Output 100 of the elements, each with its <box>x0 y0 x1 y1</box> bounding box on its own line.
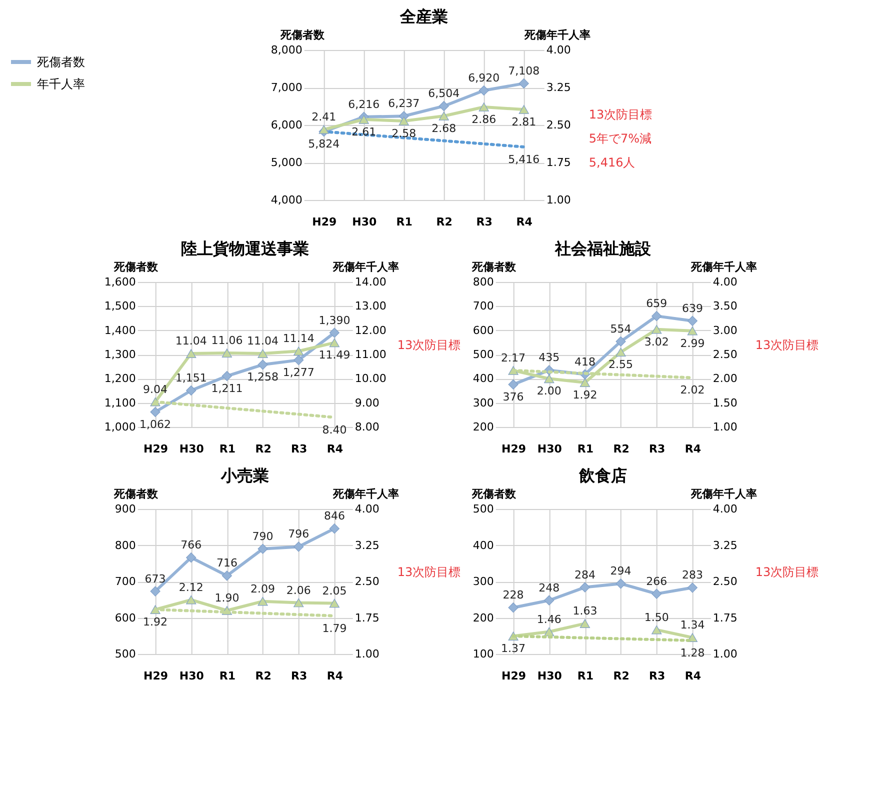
y2-axis-title: 死傷年千人率 <box>332 260 399 274</box>
point <box>508 602 518 613</box>
y-tick-label: 200 <box>472 420 494 434</box>
x-tick-label: H30 <box>179 442 204 456</box>
point <box>329 524 340 534</box>
y-axis-title: 死傷者数 <box>112 488 159 500</box>
chart-title: 全産業 <box>398 7 448 26</box>
y2-tick-label: 11.00 <box>354 348 386 361</box>
data-label: 6,504 <box>428 87 460 100</box>
point <box>580 378 590 387</box>
x-tick-label: H30 <box>179 670 204 682</box>
y-tick-label: 1,600 <box>104 276 136 288</box>
data-label: 2.12 <box>178 580 204 594</box>
y-tick-label: 700 <box>472 300 494 313</box>
y2-axis-title: 死傷年千人率 <box>690 260 757 274</box>
legend-label: 年千人率 <box>37 77 85 91</box>
point <box>478 85 489 96</box>
point <box>616 348 626 356</box>
data-label: 1.50 <box>644 610 669 624</box>
y2-tick-label: 2.50 <box>712 348 738 361</box>
data-label: 639 <box>682 302 703 315</box>
x-tick-label: H30 <box>537 670 562 682</box>
y2-tick-label: 9.00 <box>354 396 380 410</box>
point <box>186 552 196 563</box>
data-label: 790 <box>252 530 274 543</box>
x-tick-label: H30 <box>352 216 377 228</box>
y-tick-label: 700 <box>114 575 136 588</box>
y-tick-label: 1,300 <box>104 348 136 361</box>
point <box>186 349 196 358</box>
data-label: 796 <box>288 528 310 541</box>
x-tick-label: R3 <box>291 670 308 682</box>
x-tick-label: H30 <box>537 442 562 456</box>
point <box>687 316 698 326</box>
data-label: 9.04 <box>143 382 168 396</box>
data-label: 2.55 <box>608 358 634 372</box>
data-label: 716 <box>216 556 238 570</box>
data-label: 1.37 <box>501 642 526 656</box>
y-tick-label: 300 <box>472 575 494 588</box>
point <box>616 578 626 589</box>
point <box>544 374 554 384</box>
y-tick-label: 7,000 <box>270 81 302 94</box>
data-label: 2.86 <box>472 113 496 126</box>
data-label: 554 <box>610 322 632 336</box>
point <box>258 596 268 606</box>
x-tick-label: R3 <box>649 442 666 456</box>
data-label: 2.81 <box>512 116 536 128</box>
x-tick-label: R2 <box>255 442 272 456</box>
data-label: 673 <box>144 572 166 586</box>
chart-title: 陸上貨物運送事業 <box>180 239 309 258</box>
data-label: 2.99 <box>680 336 705 350</box>
data-label: 8.40 <box>322 423 347 436</box>
point <box>329 338 340 348</box>
text: 5,416人 <box>588 156 636 170</box>
point <box>518 105 529 114</box>
y-tick-label: 800 <box>114 538 136 552</box>
y2-tick-label: 12.00 <box>354 324 386 337</box>
data-label: 1.46 <box>536 612 562 626</box>
point <box>294 346 304 356</box>
data-label: 6,237 <box>388 97 420 110</box>
x-tick-label: R1 <box>577 670 594 682</box>
data-label: 6,920 <box>468 72 500 84</box>
point <box>580 619 590 628</box>
y2-tick-label: 14.00 <box>354 276 386 288</box>
y-tick-label: 600 <box>114 611 136 624</box>
data-label: 284 <box>574 568 596 582</box>
point <box>186 385 196 396</box>
y2-tick-label: 3.50 <box>712 300 738 313</box>
y2-tick-label: 1.00 <box>712 648 738 660</box>
data-label: 2.09 <box>250 582 276 596</box>
point <box>478 102 489 112</box>
data-label: 659 <box>646 297 668 310</box>
data-label: 1.63 <box>572 604 598 618</box>
y2-tick-label: 1.75 <box>546 156 571 169</box>
y-tick-label: 1,000 <box>104 420 136 434</box>
point <box>652 324 662 334</box>
y-tick-label: 100 <box>472 648 494 660</box>
x-tick-label: H29 <box>312 216 337 228</box>
text: 13次防目標 <box>588 108 652 122</box>
y2-tick-label: 13.00 <box>354 300 386 313</box>
y2-tick-label: 8.00 <box>354 420 380 434</box>
point <box>258 360 268 370</box>
y-tick-label: 500 <box>472 348 494 361</box>
data-label: 283 <box>682 568 703 582</box>
y-axis-title: 死傷者数 <box>470 488 517 500</box>
data-label: 376 <box>502 390 524 404</box>
y2-tick-label: 1.75 <box>712 611 738 624</box>
y-axis-title: 死傷者数 <box>112 260 159 274</box>
y2-tick-label: 2.50 <box>712 575 738 588</box>
point <box>358 115 369 124</box>
y-axis-title: 死傷者数 <box>279 28 326 42</box>
point <box>294 542 304 552</box>
data-label: 2.00 <box>536 384 562 398</box>
x-tick-label: R4 <box>326 670 344 682</box>
x-tick-label: R1 <box>396 216 412 228</box>
point <box>294 598 304 608</box>
data-label: 1.34 <box>680 618 705 632</box>
point <box>687 582 698 593</box>
point <box>150 586 160 596</box>
y-tick-label: 1,400 <box>104 324 136 337</box>
y-tick-label: 800 <box>472 276 494 288</box>
